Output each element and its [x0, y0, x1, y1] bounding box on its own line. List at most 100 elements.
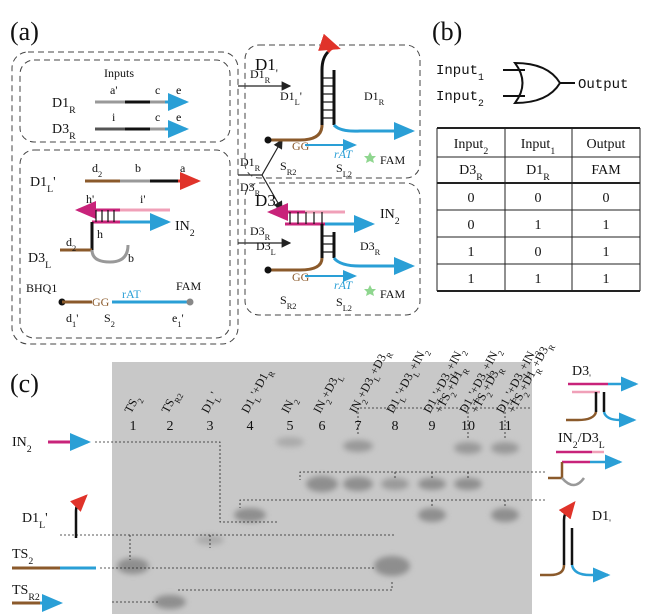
strand-icon	[76, 500, 82, 538]
lane-number: 1	[130, 419, 137, 434]
text-part: R	[255, 164, 261, 173]
species-label: D3'	[572, 364, 591, 384]
text-part: D3	[459, 163, 476, 178]
domain: c	[155, 110, 160, 124]
text-part: IN	[558, 431, 573, 446]
text-part: 2	[72, 244, 76, 253]
domain: S2	[104, 311, 115, 329]
lane-number: 9	[429, 419, 436, 434]
text-part: 2	[190, 228, 195, 239]
species-label: IN2/D3L	[558, 431, 605, 451]
text-part: D3	[28, 251, 45, 266]
text-part: S	[280, 159, 287, 173]
text-part: D1	[280, 89, 295, 103]
text-part: D3	[255, 191, 276, 210]
text-part: '	[589, 373, 591, 384]
fluor: FAM	[380, 153, 405, 167]
strand-name: IN2	[380, 207, 400, 227]
text-part: D1	[30, 175, 47, 190]
domain: a	[180, 161, 186, 175]
gg: GG	[292, 139, 310, 153]
domain: h	[97, 227, 103, 241]
table-cell: D1R	[526, 163, 550, 183]
text-part: IN	[175, 219, 190, 234]
domain: c	[155, 83, 160, 97]
text-part: 2	[483, 146, 488, 157]
text-part: TS	[12, 583, 28, 598]
domain: b	[128, 251, 134, 265]
text-part: Input	[436, 89, 478, 105]
strand-name: D1L'	[280, 89, 302, 107]
text-part: D1	[255, 55, 276, 74]
text-part: D3	[572, 364, 589, 379]
gate-output: Output	[578, 77, 628, 93]
table-cell: 1	[603, 272, 610, 287]
text-part: R2	[28, 592, 40, 603]
inputs-title: Inputs	[104, 66, 134, 80]
text-part: R	[379, 98, 385, 107]
text-part: IN	[12, 435, 27, 450]
text-part: D1	[52, 96, 69, 111]
gg: GG	[292, 270, 310, 284]
text-part: R	[265, 76, 271, 85]
text-part: R	[69, 131, 76, 142]
table-cell: 1	[535, 272, 542, 287]
text-part: R2	[287, 302, 297, 311]
domain: e	[176, 83, 181, 97]
domain: d2	[92, 161, 102, 179]
table-cell: 0	[535, 191, 542, 206]
text-part: 2	[111, 320, 115, 329]
text-part: IN	[380, 207, 395, 222]
panel-label: (a)	[10, 17, 39, 46]
table-cell: 1	[535, 218, 542, 233]
domain: d1'	[66, 311, 78, 329]
text-part: /D3	[578, 431, 599, 446]
fluor: FAM	[176, 279, 201, 293]
text-part: Input	[521, 137, 551, 152]
text-part: D1	[592, 509, 609, 524]
table-cell: 1	[468, 272, 475, 287]
text-part: Input	[454, 137, 484, 152]
text-part: Input	[436, 63, 478, 79]
truth-table: Input2 Input1 Output D3R D1R FAM 0000111…	[437, 128, 640, 291]
lane-number: 6	[319, 419, 326, 434]
lane-number: 2	[167, 419, 174, 434]
text-part: L2	[343, 170, 352, 179]
text-part: 2	[27, 444, 32, 455]
text-part: D3	[360, 239, 375, 253]
text-part: D1	[22, 511, 39, 526]
quencher-dot	[265, 267, 272, 274]
strand-icon	[82, 496, 86, 500]
strand-name: D1R	[52, 96, 76, 116]
lane-number: 5	[287, 419, 294, 434]
strand-name: SR2	[280, 293, 296, 311]
table-cell: 0	[535, 245, 542, 260]
domain: i'	[140, 192, 146, 206]
table-cell: D3R	[459, 163, 483, 183]
lane-number: 11	[498, 419, 511, 434]
species-label: IN2	[12, 435, 32, 455]
text-part: R	[69, 105, 76, 116]
text-part: L2	[343, 304, 352, 313]
strand-name: SL2	[336, 295, 352, 313]
strand-name: D3R	[52, 122, 76, 142]
table-cell: FAM	[591, 163, 621, 178]
complex-icon	[548, 452, 620, 485]
text-part: S	[104, 311, 111, 325]
species-label: TS2	[12, 547, 33, 567]
strand-name: SR2	[280, 159, 296, 177]
text-part: R	[543, 172, 550, 183]
panel-a: (a) Inputs D1R a' c e D3R i c e D1L' d2 …	[10, 17, 420, 344]
lane-number: 4	[247, 419, 254, 434]
domain: a'	[110, 83, 118, 97]
gg: GG	[92, 295, 110, 309]
text-part: S	[280, 293, 287, 307]
text-part: 2	[98, 170, 102, 179]
text-part: '	[276, 202, 278, 216]
text-part: 1	[478, 72, 484, 83]
panel-label: (b)	[432, 17, 462, 46]
quencher: BHQ1	[26, 281, 57, 295]
text-part: D1	[526, 163, 543, 178]
text-part: S	[336, 161, 343, 175]
fluor: FAM	[380, 287, 405, 301]
